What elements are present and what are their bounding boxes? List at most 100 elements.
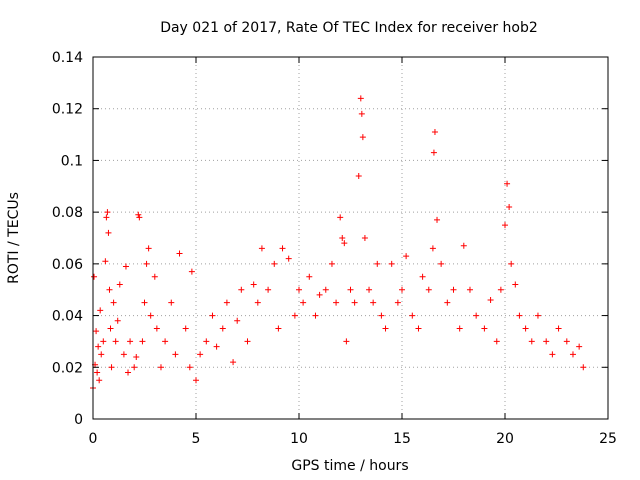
data-point [106, 286, 113, 293]
data-point [337, 214, 344, 221]
data-point [576, 343, 583, 350]
x-tick-label: 25 [599, 431, 617, 447]
data-point [328, 260, 335, 267]
chart-title: Day 021 of 2017, Rate Of TEC Index for r… [160, 20, 538, 36]
data-point [322, 286, 329, 293]
data-point [182, 325, 189, 332]
data-point [300, 299, 307, 306]
data-point [487, 297, 494, 304]
data-point [238, 286, 245, 293]
data-point [114, 317, 121, 324]
data-point [265, 286, 272, 293]
data-point [127, 338, 134, 345]
data-point [366, 286, 373, 293]
plot-frame [92, 56, 609, 420]
data-point [168, 299, 175, 306]
data-point [534, 312, 541, 319]
data-point [430, 149, 437, 156]
data-point [419, 273, 426, 280]
data-point [549, 351, 556, 358]
data-point [176, 250, 183, 257]
y-tick-label: 0.04 [52, 309, 83, 325]
data-point [143, 260, 150, 267]
data-point [466, 286, 473, 293]
data-point [141, 299, 148, 306]
data-point [147, 312, 154, 319]
data-point [209, 312, 216, 319]
data-point [409, 312, 416, 319]
data-point [110, 299, 117, 306]
data-point [580, 364, 587, 371]
data-point [96, 377, 103, 384]
data-point [312, 312, 319, 319]
data-point [125, 369, 132, 376]
data-point [388, 260, 395, 267]
data-point [502, 222, 508, 229]
data-point [95, 343, 102, 350]
data-point [522, 325, 529, 332]
data-point [275, 325, 282, 332]
data-point [250, 281, 257, 288]
data-point [504, 180, 511, 187]
data-point [358, 110, 365, 117]
data-point [162, 338, 169, 345]
data-point [339, 235, 346, 241]
x-tick-label: 5 [192, 431, 201, 447]
data-point [91, 273, 98, 280]
data-point [188, 268, 195, 275]
y-tick-label: 0.14 [52, 50, 83, 66]
data-point [569, 351, 576, 358]
data-point [186, 364, 193, 371]
data-point [378, 312, 385, 319]
data-point [230, 359, 237, 366]
y-tick-label: 0.02 [52, 360, 83, 376]
data-point [122, 263, 129, 270]
data-point [415, 325, 422, 332]
data-point [105, 229, 112, 236]
data-point [151, 273, 158, 280]
data-point [516, 312, 523, 319]
data-point [403, 253, 410, 260]
data-point [97, 307, 104, 314]
data-point [107, 325, 114, 332]
data-point [355, 172, 362, 179]
data-point [555, 325, 562, 332]
data-point [120, 351, 127, 358]
data-point [343, 338, 350, 345]
data-point [370, 299, 377, 306]
x-tick-label: 10 [290, 431, 308, 447]
data-point [528, 338, 535, 345]
data-point [234, 317, 241, 324]
data-point [359, 134, 366, 141]
data-point [456, 325, 463, 332]
data-point [203, 338, 210, 345]
data-point [213, 343, 220, 350]
data-point [481, 325, 488, 332]
y-tick-label: 0.12 [52, 102, 83, 118]
data-point [285, 255, 292, 262]
data-point [493, 338, 500, 345]
data-point [374, 260, 381, 267]
data-point [279, 245, 286, 252]
data-point [497, 286, 504, 293]
data-point [429, 245, 436, 252]
data-point [197, 351, 204, 358]
data-point [508, 260, 515, 267]
data-point [291, 312, 298, 319]
data-point [193, 377, 199, 384]
data-point [316, 291, 323, 298]
gridlines [93, 57, 608, 419]
data-point [434, 216, 441, 223]
x-tick-label: 0 [89, 431, 98, 447]
data-point [351, 299, 358, 306]
y-tick-label: 0.1 [61, 153, 83, 169]
data-point [108, 364, 115, 371]
data-point [219, 325, 226, 332]
data-point [103, 214, 110, 221]
data-point [512, 281, 519, 288]
data-point [223, 299, 230, 306]
data-point [153, 325, 160, 332]
data-point [444, 299, 451, 306]
data-point [347, 286, 354, 293]
